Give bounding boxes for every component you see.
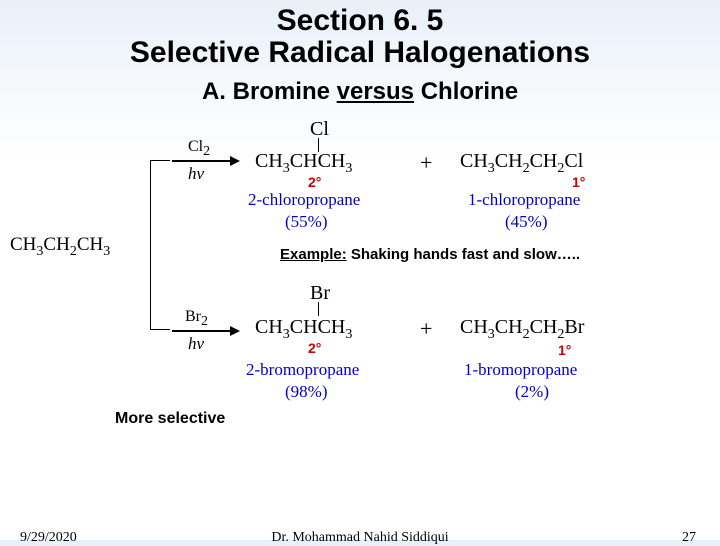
subtitle-underlined: versus xyxy=(337,78,414,105)
rxn2-p1-main: CH3CHCH3 xyxy=(255,316,352,343)
rxn2-plus: + xyxy=(420,316,432,342)
reactant-formula: CH3CH2CH3 xyxy=(10,234,110,260)
subtitle-prefix: A. Bromine xyxy=(202,78,337,105)
rxn2-reagent-top: Br2 xyxy=(185,308,208,330)
rxn1-reagent-bottom: hv xyxy=(188,164,204,184)
rxn1-p1-branch: Cl xyxy=(310,118,329,141)
more-selective-note: More selective xyxy=(115,410,225,428)
rxn2-p2-degree: 1° xyxy=(558,342,571,358)
rxn2-reagent-bottom: hv xyxy=(188,334,204,354)
rxn1-p2-degree: 1° xyxy=(572,174,585,190)
page-title: Selective Radical Halogenations xyxy=(0,36,720,70)
rxn1-p1-main: CH3CHCH3 xyxy=(255,150,352,177)
footer-page: 27 xyxy=(682,530,696,546)
footer-author: Dr. Mohammad Nahid Siddiqui xyxy=(271,530,448,546)
example-body: Shaking hands fast and slow….. xyxy=(347,246,580,263)
rxn1-arrow-head xyxy=(230,156,240,166)
subtitle: A. Bromine versus Chlorine xyxy=(0,78,720,106)
footer-date: 9/29/2020 xyxy=(20,530,77,546)
rxn2-p1-yield: (98%) xyxy=(285,382,327,402)
rxn1-plus: + xyxy=(420,150,432,176)
rxn2-p2-name: 1-bromopropane xyxy=(464,360,577,380)
rxn2-arrow-head xyxy=(230,326,240,336)
subtitle-suffix: Chlorine xyxy=(414,78,518,105)
rxn2-p1-name: 2-bromopropane xyxy=(246,360,359,380)
rxn1-arrow xyxy=(172,160,232,162)
section-number: Section 6. 5 xyxy=(0,0,720,38)
chemistry-diagram: CH3CH2CH3 Cl2 hv Cl CH3CHCH3 2° 2-chloro… xyxy=(60,118,700,448)
rxn2-p2-yield: (2%) xyxy=(515,382,549,402)
rxn1-p1-degree: 2° xyxy=(308,174,321,190)
example-text: Example: Shaking hands fast and slow….. xyxy=(280,246,580,263)
rxn2-p2-main: CH3CH2CH2Br xyxy=(460,316,584,343)
reaction-bracket xyxy=(150,160,170,330)
rxn1-p2-main: CH3CH2CH2Cl xyxy=(460,150,583,177)
rxn1-p1-name: 2-chloropropane xyxy=(248,190,360,210)
rxn1-p2-name: 1-chloropropane xyxy=(468,190,580,210)
rxn1-p1-yield: (55%) xyxy=(285,212,327,232)
rxn1-reagent-top: Cl2 xyxy=(188,138,210,160)
rxn2-p1-branch-line xyxy=(318,302,319,316)
rxn2-arrow xyxy=(172,330,232,332)
example-label: Example: xyxy=(280,246,347,263)
rxn1-p2-yield: (45%) xyxy=(505,212,547,232)
rxn2-p1-branch: Br xyxy=(310,282,330,305)
rxn2-p1-degree: 2° xyxy=(308,340,321,356)
